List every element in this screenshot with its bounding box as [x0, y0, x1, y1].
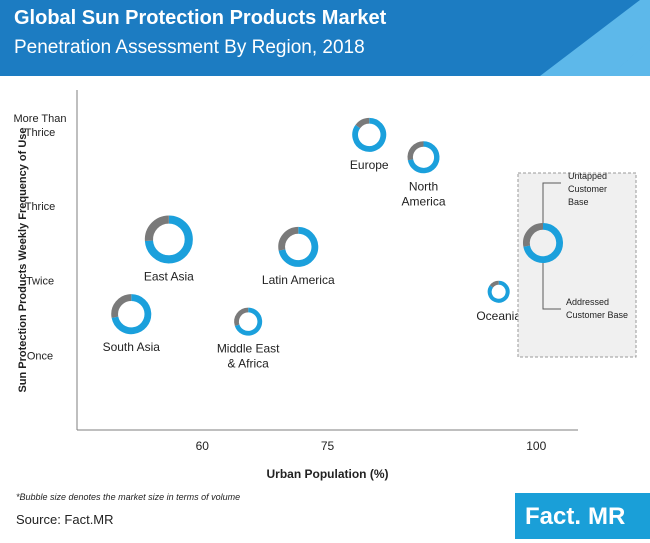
bubble-label: Europe: [350, 158, 389, 172]
legend-donut-untapped-arc: [523, 223, 544, 247]
x-axis-title: Urban Population (%): [267, 467, 389, 481]
legend-addressed-label: Customer Base: [566, 310, 628, 320]
bubble-point: Latin America: [262, 226, 335, 287]
x-tick-label: 60: [196, 439, 210, 453]
chart-title: Global Sun Protection Products Market: [14, 7, 387, 29]
logo-text-accent: MR: [588, 503, 625, 530]
x-tick-label: 75: [321, 439, 335, 453]
bubble-untapped-arc: [407, 141, 424, 161]
y-tick-label: Thrice: [25, 127, 56, 139]
bubble-untapped-arc: [278, 226, 299, 251]
legend-donut-addressed-arc: [523, 223, 563, 263]
bubble-chart: 60 75 100 Once Twice Thrice More Than Thrice Urb…: [14, 90, 637, 481]
bubble-label: East Asia: [144, 269, 194, 283]
bubble-addressed-arc: [144, 215, 193, 264]
y-tick-label: Twice: [26, 276, 54, 288]
y-tick-label: Thrice: [25, 201, 56, 213]
factmr-logo: Fact. MR: [515, 493, 650, 539]
bubble-point: East Asia: [144, 215, 194, 283]
bubble-untapped-arc: [355, 117, 370, 129]
chart-subtitle: Penetration Assessment By Region, 2018: [14, 37, 365, 58]
bubble-addressed-arc: [487, 280, 510, 303]
source-text: Source: Fact.MR: [16, 512, 114, 527]
legend-connector-untapped: [542, 182, 561, 223]
bubble-addressed-arc: [234, 307, 263, 336]
legend: Untapped Customer Base Addressed Customer Ba…: [517, 171, 637, 358]
legend-connector-addressed: [542, 263, 561, 310]
bubble-untapped-arc: [234, 307, 249, 326]
bubble-untapped-arc: [144, 215, 170, 241]
bubble-label: & Africa: [227, 357, 269, 371]
legend-box: [517, 172, 637, 358]
footnote: *Bubble size denotes the market size in …: [16, 492, 241, 502]
legend-untapped-label: Untapped: [568, 171, 607, 181]
bubble-label: Oceania: [476, 309, 521, 323]
bubble-label: North: [409, 179, 438, 193]
legend-untapped-label: Customer: [568, 184, 607, 194]
bubble-untapped-arc: [489, 280, 499, 288]
bubble-label: Latin America: [262, 273, 335, 287]
legend-addressed-label: Addressed: [566, 297, 609, 307]
bubble-label: Middle East: [217, 342, 280, 356]
bubble-point: Middle East& Africa: [217, 307, 280, 371]
y-tick-label: More Than: [14, 113, 67, 125]
bubble-addressed-arc: [352, 117, 387, 152]
bubble-point: Oceania: [476, 280, 521, 323]
bubble-point: Europe: [350, 117, 389, 172]
bubble-addressed-arc: [111, 294, 152, 335]
legend-untapped-label: Base: [568, 197, 589, 207]
bubble-untapped-arc: [111, 294, 132, 318]
y-tick-label: Once: [27, 350, 53, 362]
logo-text-main: Fact.: [525, 503, 581, 530]
bubble-point: South Asia: [103, 294, 161, 354]
y-axis-title: Sun Protection Products Weekly Frequency…: [17, 127, 29, 392]
header-background: [0, 0, 650, 76]
bubble-label: South Asia: [103, 340, 161, 354]
x-tick-label: 100: [526, 439, 546, 453]
bubble-label: America: [402, 194, 446, 208]
bubble-addressed-arc: [278, 226, 319, 267]
bubble-addressed-arc: [407, 141, 440, 174]
header-banner: Global Sun Protection Products Market Pe…: [0, 0, 650, 76]
